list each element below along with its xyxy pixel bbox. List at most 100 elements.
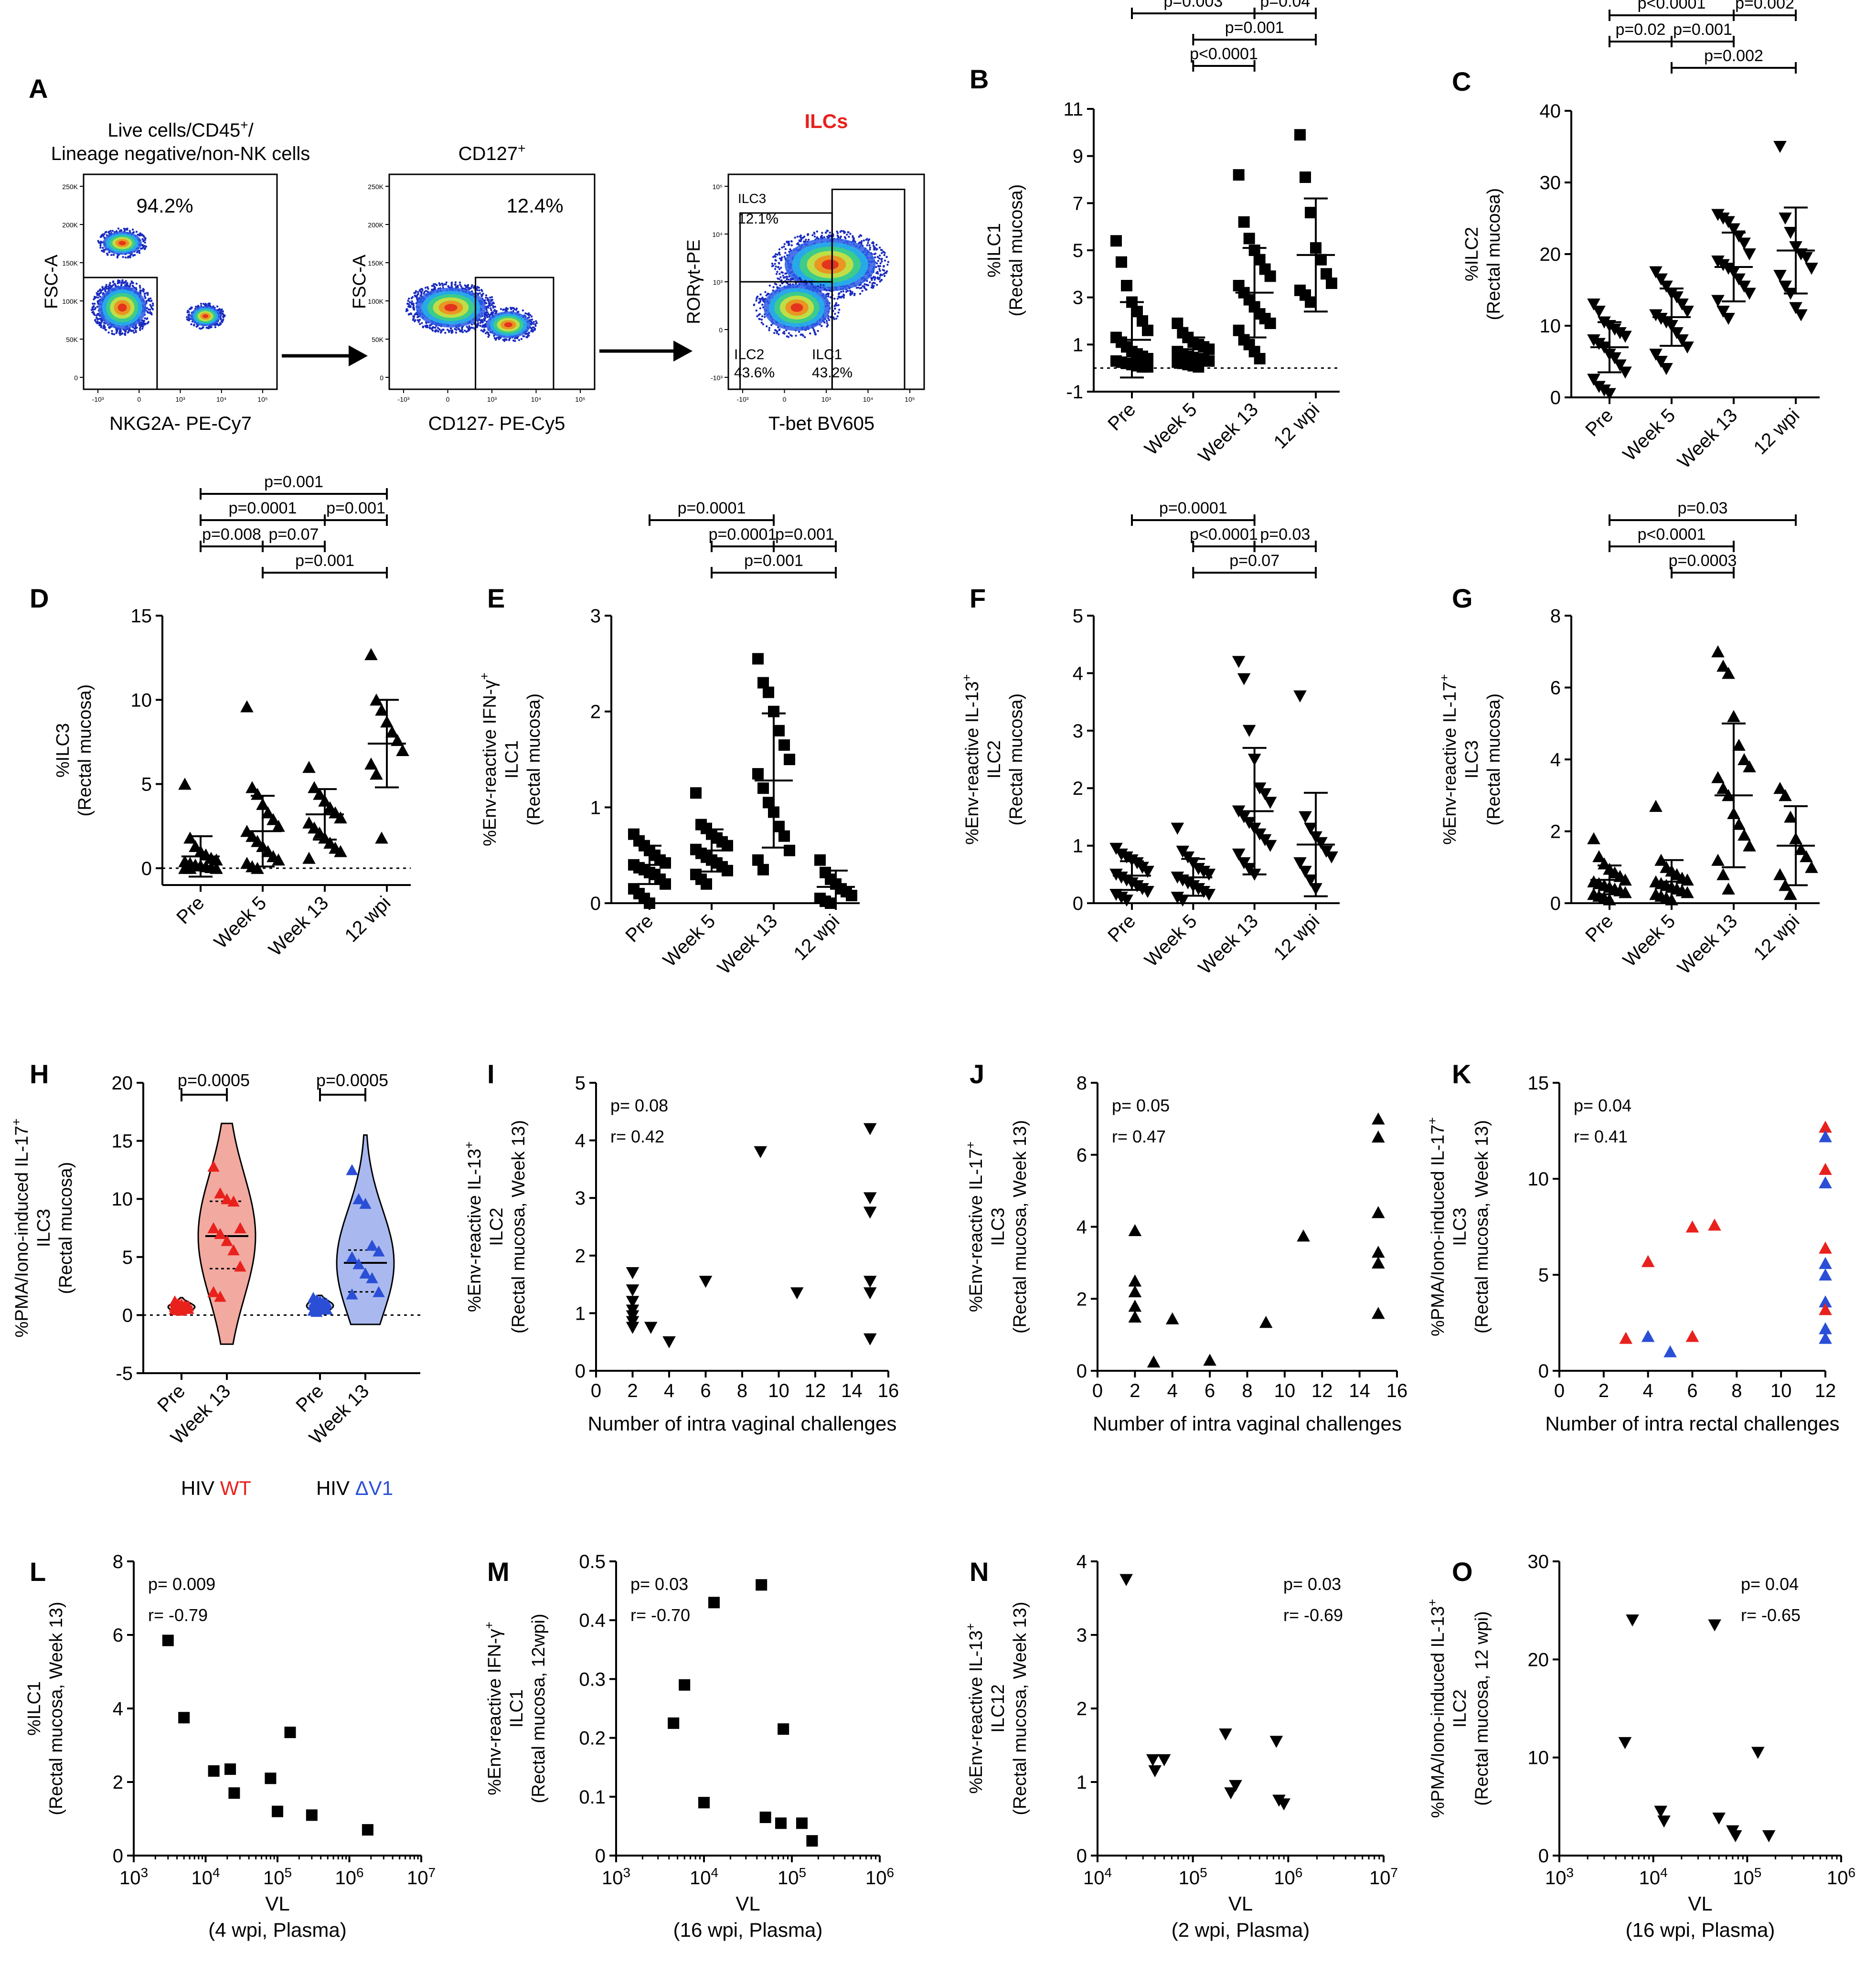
data-point <box>1587 832 1600 844</box>
x-tick-label: 10³ <box>175 395 185 403</box>
flow-event <box>883 275 886 277</box>
flow-event <box>874 278 876 281</box>
flow-event <box>876 256 879 258</box>
y-tick-label: 0 <box>595 1846 606 1867</box>
flow-plot-cd127: 250K 200K 150K 100K 50K 0 -10³ 0 10³ 10⁴ 10⁵ CD127+… <box>350 141 596 434</box>
flow-event <box>99 246 102 249</box>
gate-percent: 12.1% <box>738 211 778 227</box>
data-point <box>1141 886 1154 898</box>
y-tick-label: 20 <box>1528 1649 1549 1670</box>
flow-event <box>103 321 106 324</box>
violin-shape <box>197 1122 256 1345</box>
flow-event <box>800 238 803 241</box>
gate-box <box>83 277 158 390</box>
data-point <box>1670 291 1684 304</box>
flow-event <box>826 235 829 238</box>
y-tick-label: 0 <box>1077 1361 1087 1382</box>
data-point <box>626 1322 640 1334</box>
axis-title: %Env-reactive IL-17+ <box>963 1142 986 1312</box>
flow-event <box>426 324 429 327</box>
flow-event <box>139 247 142 250</box>
flow-event <box>120 283 123 286</box>
data-point <box>1711 295 1725 307</box>
flow-event <box>186 318 189 320</box>
flow-event <box>775 330 777 332</box>
data-point <box>1819 1332 1832 1344</box>
data-point <box>1300 171 1311 183</box>
flow-event <box>118 280 121 282</box>
flow-event <box>132 254 135 256</box>
y-tick-label: 0 <box>380 374 384 382</box>
flow-event <box>408 298 410 300</box>
flow-event <box>487 306 490 309</box>
data-point <box>626 1284 640 1297</box>
flow-event <box>777 277 779 280</box>
flow-event <box>778 329 780 331</box>
axis-title: ILC3 <box>988 1207 1008 1246</box>
flow-event <box>221 308 223 311</box>
flow-event <box>838 309 841 311</box>
data-point <box>1243 233 1255 245</box>
flow-event <box>477 292 479 295</box>
flow-event <box>515 309 517 311</box>
p-value: p=0.002 <box>1735 0 1794 12</box>
x-tick-label: 0 <box>1554 1380 1565 1401</box>
p-value: p=0.0001 <box>709 525 777 544</box>
data-point <box>366 1239 378 1251</box>
data-point <box>1372 1307 1385 1319</box>
flow-event <box>476 289 479 291</box>
flow-event <box>783 246 785 248</box>
x-tick-label: Week 5 <box>1619 910 1679 971</box>
y-tick-label: 6 <box>113 1625 123 1646</box>
data-point <box>796 1817 808 1829</box>
data-point <box>1779 213 1792 225</box>
flow-event <box>105 329 107 331</box>
data-point <box>1649 349 1663 361</box>
data-point <box>757 677 769 689</box>
flow-event <box>113 333 116 335</box>
data-point <box>359 1197 372 1209</box>
flow-event <box>195 325 198 328</box>
data-point <box>1779 789 1792 801</box>
data-point <box>227 1244 240 1256</box>
x-tick-label: 12 wpi <box>1269 910 1323 964</box>
flow-event <box>827 295 830 298</box>
flow-event <box>412 306 415 309</box>
flow-event <box>873 253 875 256</box>
flow-event <box>774 268 777 270</box>
y-tick-label: 0 <box>141 858 152 879</box>
flow-event <box>188 314 190 317</box>
flow-event <box>774 282 777 285</box>
x-tick-label: 104 <box>690 1865 718 1889</box>
flow-event <box>217 324 220 327</box>
y-tick-label: 10⁵ <box>713 183 723 191</box>
flow-event <box>150 305 152 308</box>
x-tick-label: 107 <box>1369 1865 1398 1889</box>
axis-title: %Env-reactive IFN-γ+ <box>482 1622 505 1795</box>
y-tick-label: 10 <box>1540 316 1561 337</box>
x-tick-label: 107 <box>407 1865 436 1889</box>
data-point <box>757 782 769 794</box>
flow-event <box>808 238 810 241</box>
flow-event <box>443 283 446 286</box>
flow-event <box>116 255 119 257</box>
data-point <box>1641 1330 1655 1342</box>
x-tick-label: Week 13 <box>265 892 332 960</box>
data-point <box>1619 366 1632 379</box>
flow-event <box>216 305 219 308</box>
stat-p: p= 0.05 <box>1112 1096 1170 1115</box>
flow-event <box>816 236 819 239</box>
axis-title: VL <box>1228 1892 1253 1915</box>
flow-event <box>494 306 496 308</box>
y-tick-label: 10³ <box>713 278 723 286</box>
data-point <box>1794 309 1808 321</box>
flow-event <box>847 289 849 292</box>
data-point <box>644 1322 658 1334</box>
data-point <box>773 821 785 833</box>
flow-event <box>450 282 453 284</box>
p-value: p=0.0003 <box>1669 552 1737 570</box>
data-point <box>261 806 275 819</box>
flow-event <box>786 240 788 243</box>
data-point <box>1142 361 1153 373</box>
y-tick-label: 0.3 <box>579 1669 606 1690</box>
